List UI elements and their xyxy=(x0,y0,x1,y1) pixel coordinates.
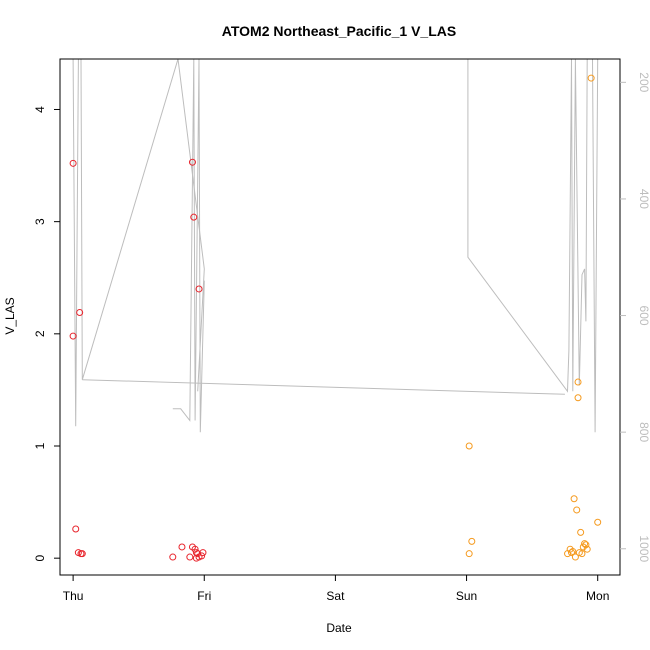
orange-point xyxy=(465,442,473,450)
red-point xyxy=(188,158,196,166)
x-axis-label: Date xyxy=(326,621,352,635)
orange-point xyxy=(570,495,578,503)
orange-point xyxy=(582,541,590,549)
red-point xyxy=(186,553,194,561)
x-tick-label: Fri xyxy=(197,589,211,603)
orange-point xyxy=(577,528,585,536)
red-point xyxy=(194,550,202,558)
orange-point xyxy=(583,545,591,553)
y-tick-label: 0 xyxy=(33,555,47,562)
orange-point xyxy=(594,518,602,526)
depth-line-4 xyxy=(467,59,599,433)
y2-tick-label: 600 xyxy=(637,306,650,326)
y-axis-label: V_LAS xyxy=(3,297,17,334)
orange-point xyxy=(573,506,581,514)
red-point xyxy=(69,332,77,340)
red-point xyxy=(78,550,86,558)
orange-point xyxy=(571,553,579,561)
orange-point xyxy=(574,394,582,402)
orange-point xyxy=(465,550,473,558)
x-tick-label: Thu xyxy=(63,589,84,603)
y2-tick-label: 1000 xyxy=(637,535,650,562)
orange-point xyxy=(468,537,476,545)
depth-line-3 xyxy=(172,59,205,433)
red-point xyxy=(195,285,203,293)
orange-point xyxy=(587,74,595,82)
chart-title: ATOM2 Northeast_Pacific_1 V_LAS xyxy=(222,23,456,39)
red-point xyxy=(178,543,186,551)
red-point xyxy=(199,549,207,557)
red-point xyxy=(192,554,200,562)
orange-point xyxy=(569,547,577,555)
y-tick-label: 3 xyxy=(33,218,47,225)
plot-area: Thu Fri Sat Sun Mon 0 1 2 3 4 200 400 600 800 1000 xyxy=(33,58,650,603)
depth-line-2 xyxy=(82,379,565,395)
orange-point xyxy=(574,378,582,386)
y-tick-label: 2 xyxy=(33,330,47,337)
orange-point xyxy=(567,549,575,557)
plot-frame xyxy=(59,58,621,576)
red-point xyxy=(69,159,77,167)
y-tick-label: 4 xyxy=(33,106,47,113)
depth-line-1 xyxy=(72,59,205,427)
x-tick-label: Mon xyxy=(586,589,609,603)
red-point xyxy=(169,553,177,561)
x-tick-label: Sun xyxy=(456,589,477,603)
y2-tick-label: 200 xyxy=(637,72,650,92)
red-point xyxy=(72,525,80,533)
x-tick-label: Sat xyxy=(326,589,345,603)
orange-point xyxy=(578,550,586,558)
y2-tick-label: 800 xyxy=(637,422,650,442)
y2-tick-label: 400 xyxy=(637,189,650,209)
red-point xyxy=(76,309,84,317)
orange-point xyxy=(581,540,589,548)
red-point xyxy=(190,213,198,221)
y-tick-label: 1 xyxy=(33,442,47,449)
